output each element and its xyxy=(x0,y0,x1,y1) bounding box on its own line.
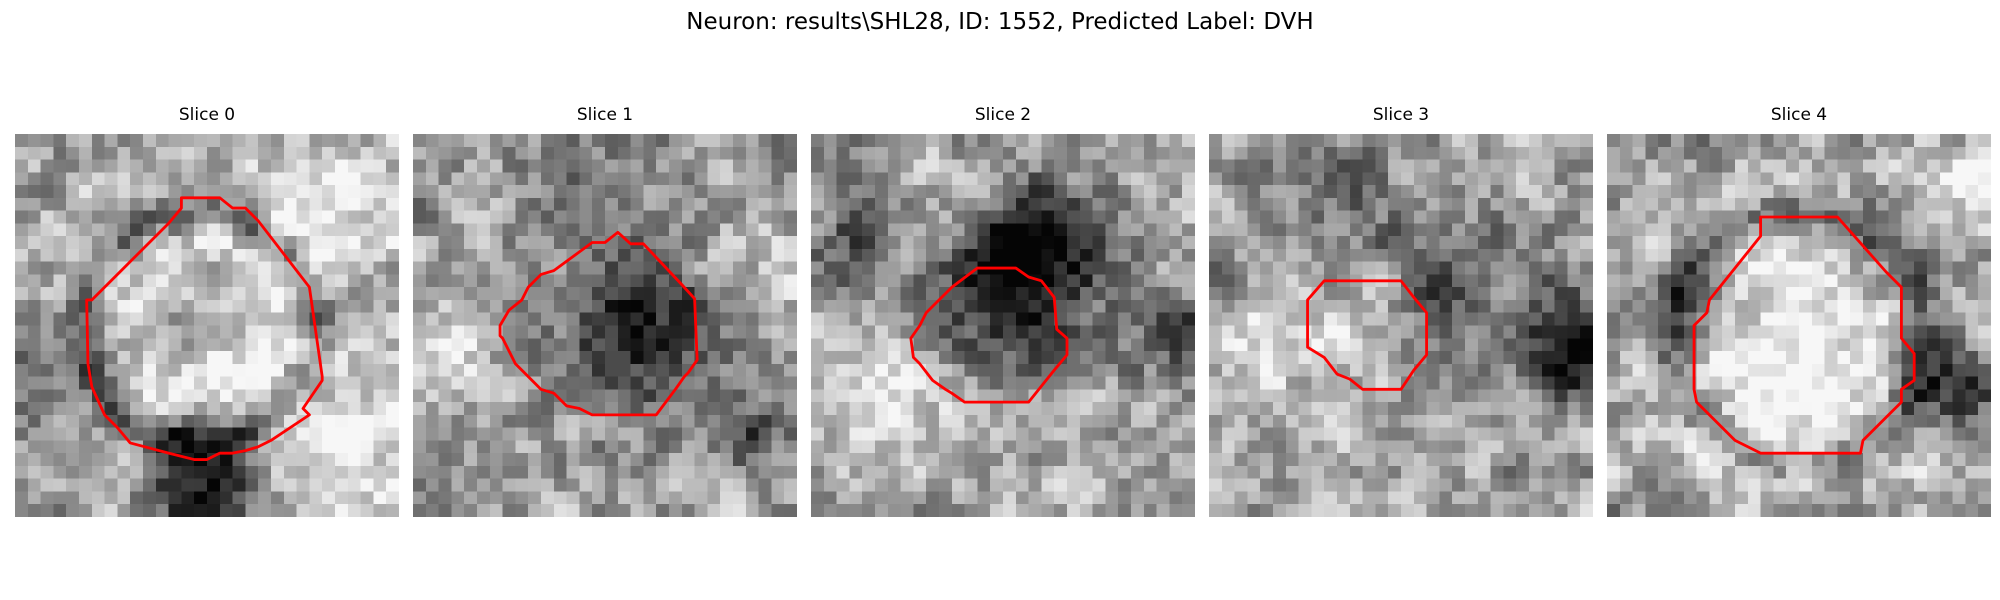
slice-pixels-2 xyxy=(811,134,1195,517)
roi-contour-3 xyxy=(1306,279,1429,391)
slice-pixels-3 xyxy=(1209,134,1593,517)
slice-image-4 xyxy=(1607,134,1991,517)
slice-title-1: Slice 1 xyxy=(576,105,634,125)
slice-title-0: Slice 0 xyxy=(178,105,236,125)
roi-contour-1 xyxy=(498,230,699,417)
slice-image-2 xyxy=(811,134,1195,517)
slice-image-1 xyxy=(413,134,797,517)
slice-pixels-4 xyxy=(1607,134,1991,517)
slice-title-4: Slice 4 xyxy=(1770,105,1828,125)
roi-contour-4 xyxy=(1692,215,1916,455)
slice-image-0 xyxy=(15,134,399,517)
roi-contour-2 xyxy=(909,266,1069,404)
roi-contour-0 xyxy=(85,196,324,461)
slice-pixels-1 xyxy=(413,134,797,517)
slice-image-3 xyxy=(1209,134,1593,517)
slice-title-2: Slice 2 xyxy=(974,105,1032,125)
slice-title-3: Slice 3 xyxy=(1372,105,1430,125)
figure-title: Neuron: results\SHL28, ID: 1552, Predict… xyxy=(686,9,1314,35)
